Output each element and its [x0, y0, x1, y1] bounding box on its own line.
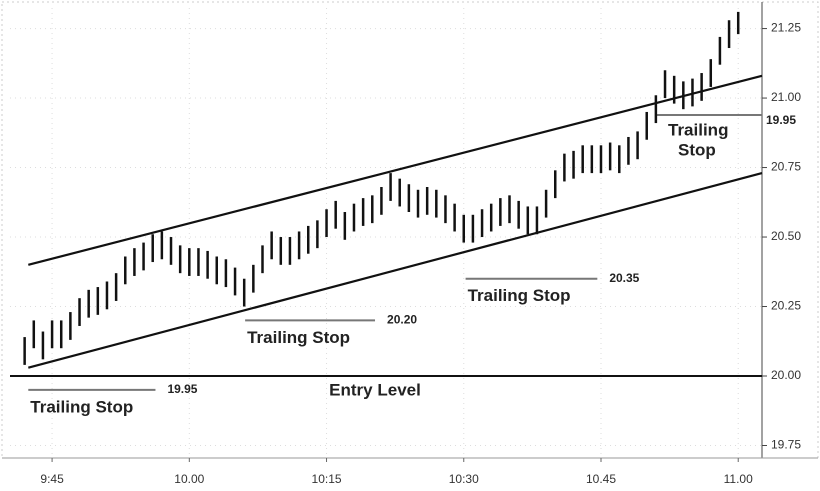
- trailing-stop-label: Trailing: [668, 120, 728, 139]
- y-tick-label: 19.75: [771, 438, 801, 452]
- y-tick-label: 20.75: [771, 160, 801, 174]
- y-tick-label: 21.25: [771, 21, 801, 35]
- trailing-stop-value: 20.35: [609, 271, 639, 285]
- y-tick-label: 20.00: [771, 368, 801, 382]
- y-tick-label: 21.00: [771, 90, 801, 104]
- x-tick-label: 10:30: [449, 472, 479, 486]
- trailing-stop-value: 19.95: [167, 382, 197, 396]
- x-tick-label: 10.45: [586, 472, 616, 486]
- channel-line: [28, 74, 763, 266]
- channel-line: [28, 172, 763, 369]
- trailing-stop-value: 20.20: [387, 313, 417, 327]
- trailing-stop-label: Trailing Stop: [247, 328, 350, 347]
- trailing-stop-value: 19.95: [766, 113, 796, 127]
- x-tick-label: 10.00: [174, 472, 204, 486]
- entry-level-label: Entry Level: [329, 380, 421, 399]
- trailing-stop-label: Stop: [678, 140, 716, 159]
- x-tick-label: 9:45: [40, 472, 64, 486]
- x-tick-label: 11.00: [724, 472, 753, 486]
- trailing-stop-label: Trailing Stop: [30, 397, 133, 416]
- trailing-stop-label: Trailing Stop: [468, 286, 571, 305]
- x-tick-label: 10:15: [312, 472, 342, 486]
- y-tick-label: 20.50: [771, 229, 801, 243]
- y-tick-label: 20.25: [771, 299, 801, 313]
